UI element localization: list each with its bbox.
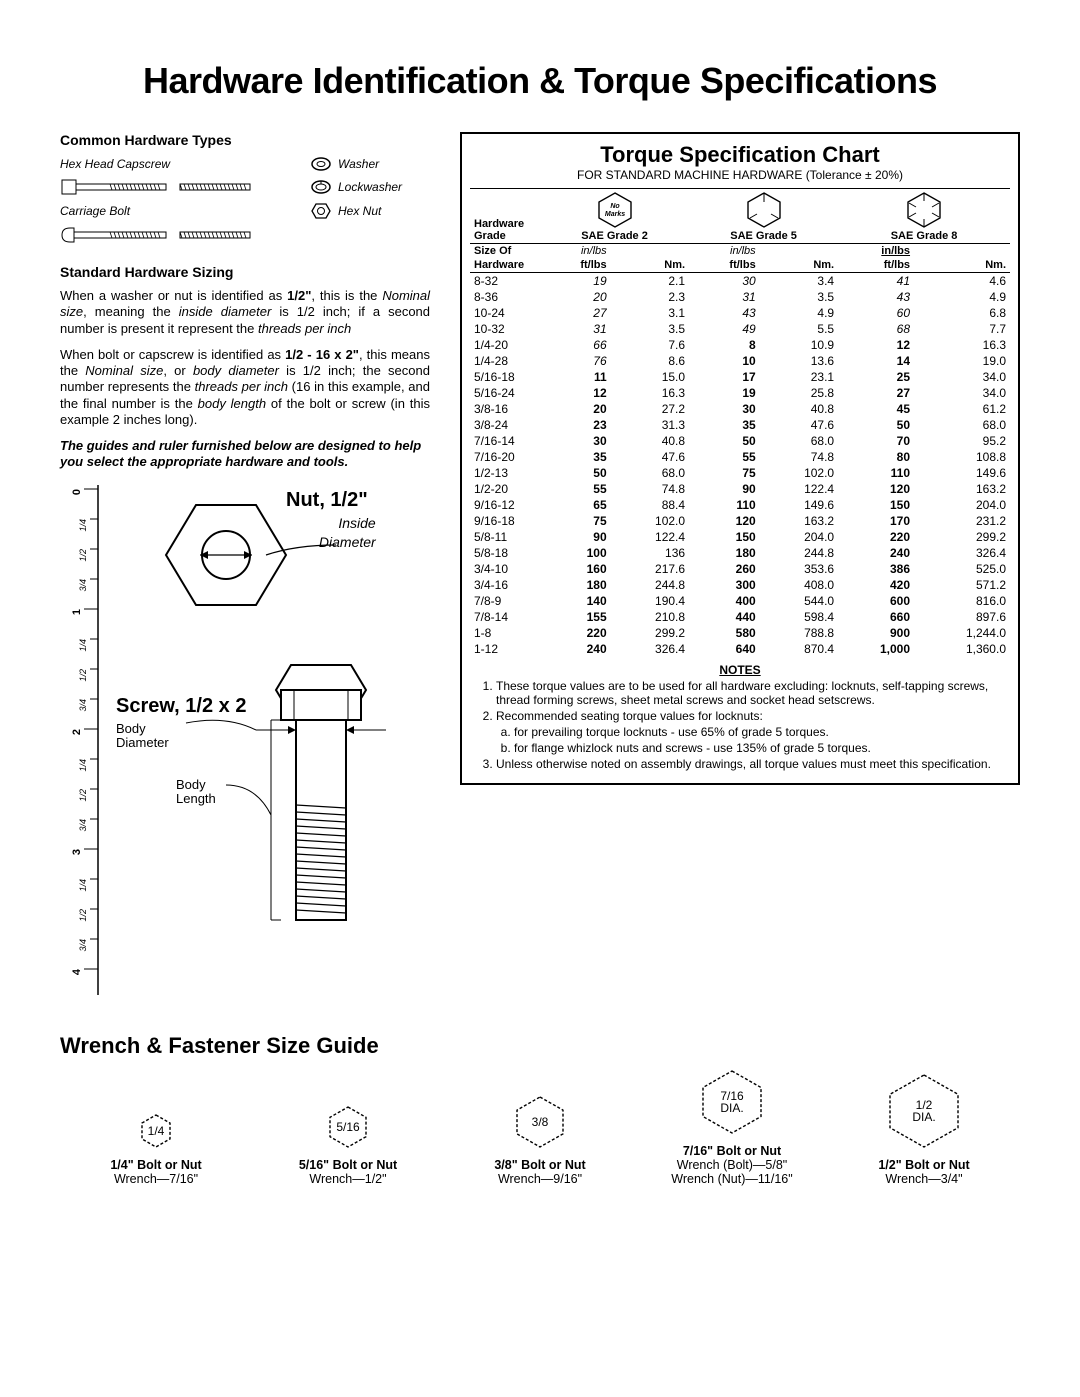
- sizing-para-2: When bolt or capscrew is identified as 1…: [60, 347, 430, 428]
- table-row: 5/16-241216.31925.82734.0: [470, 385, 1010, 401]
- wrench-hex-icon: 1/2DIA.: [886, 1073, 962, 1149]
- svg-text:1/4: 1/4: [78, 879, 88, 892]
- lockwasher-label: Lockwasher: [338, 180, 402, 194]
- svg-text:1/4: 1/4: [148, 1124, 165, 1138]
- wrench-item: 7/16DIA. 7/16" Bolt or Nut Wrench (Bolt)…: [636, 1069, 828, 1186]
- wrench-item: 3/8 3/8" Bolt or Nut Wrench—9/16": [444, 1095, 636, 1186]
- sizing-para-1: When a washer or nut is identified as 1/…: [60, 288, 430, 337]
- svg-text:1/2: 1/2: [78, 669, 88, 682]
- wrench-section: Wrench & Fastener Size Guide 1/4 1/4" Bo…: [60, 1033, 1020, 1186]
- washer-label: Washer: [338, 157, 379, 171]
- left-column: Common Hardware Types Hex Head Capscrew …: [60, 132, 430, 1005]
- wrench-hex-icon: 3/8: [513, 1095, 567, 1149]
- svg-text:Marks: Marks: [604, 211, 624, 218]
- wrench-item: 5/16 5/16" Bolt or Nut Wrench—1/2": [252, 1105, 444, 1186]
- torque-subtitle: FOR STANDARD MACHINE HARDWARE (Tolerance…: [470, 168, 1010, 182]
- table-row: 1/2-205574.890122.4120163.2: [470, 481, 1010, 497]
- table-row: 9/16-1875102.0120163.2170231.2: [470, 513, 1010, 529]
- svg-text:4: 4: [71, 968, 83, 975]
- table-row: 5/8-1190122.4150204.0220299.2: [470, 529, 1010, 545]
- svg-text:3/4: 3/4: [78, 699, 88, 712]
- grade8-hex-icon: [902, 190, 946, 230]
- table-row: 7/16-203547.65574.880108.8: [470, 449, 1010, 465]
- hex-nut-label: Hex Nut: [338, 204, 381, 218]
- svg-text:1/2: 1/2: [78, 789, 88, 802]
- nut-title: Nut, 1/2": [286, 489, 398, 512]
- screw-diagram-icon: [116, 655, 416, 955]
- svg-text:3/4: 3/4: [78, 819, 88, 832]
- svg-text:0: 0: [71, 489, 83, 495]
- guide-note: The guides and ruler furnished below are…: [60, 438, 430, 471]
- svg-text:1/4: 1/4: [78, 639, 88, 652]
- wrench-hex-icon: 7/16DIA.: [699, 1069, 765, 1135]
- notes: These torque values are to be used for a…: [470, 679, 1010, 771]
- svg-text:1: 1: [71, 609, 83, 615]
- table-row: 7/8-9140190.4400544.0600816.0: [470, 593, 1010, 609]
- svg-text:3/4: 3/4: [78, 939, 88, 952]
- svg-text:1/4: 1/4: [78, 759, 88, 772]
- svg-text:No: No: [610, 203, 620, 210]
- table-row: 8-36202.3313.5434.9: [470, 289, 1010, 305]
- hex-nut-icon: [310, 202, 332, 220]
- table-row: 1/4-28768.61013.61419.0: [470, 353, 1010, 369]
- sizing-title: Standard Hardware Sizing: [60, 264, 430, 280]
- right-column: Torque Specification Chart FOR STANDARD …: [460, 132, 1020, 785]
- common-hw-title: Common Hardware Types: [60, 132, 430, 148]
- svg-text:3: 3: [71, 849, 83, 855]
- table-row: 10-24273.1434.9606.8: [470, 305, 1010, 321]
- hex-capscrew-icon: [60, 176, 260, 198]
- table-row: 3/4-10160217.6260353.6386525.0: [470, 561, 1010, 577]
- svg-text:1/2: 1/2: [78, 549, 88, 562]
- hw-types-grid: Hex Head Capscrew Washer: [60, 156, 430, 246]
- table-row: 3/8-162027.23040.84561.2: [470, 401, 1010, 417]
- ruler-icon: 0 1/4 1/2 3/4 1 1/4 1/2 3/4 2 1/4 1/2 3/4 3 1/4 1/2 3/4…: [60, 485, 100, 995]
- svg-text:3/8: 3/8: [532, 1115, 549, 1129]
- nut-sub2: Diameter: [286, 535, 398, 550]
- svg-text:1/2: 1/2: [78, 909, 88, 922]
- table-row: 1/4-20667.6810.91216.3: [470, 337, 1010, 353]
- torque-table: Hardware Grade NoMarks SAE Grade 2 SAE G…: [470, 188, 1010, 657]
- table-row: 1/2-135068.075102.0110149.6: [470, 465, 1010, 481]
- table-row: 3/8-242331.33547.65068.0: [470, 417, 1010, 433]
- grade2-hex-icon: NoMarks: [593, 190, 637, 230]
- nut-sub1: Inside: [286, 516, 398, 531]
- svg-text:1/4: 1/4: [78, 519, 88, 532]
- table-row: 7/8-14155210.8440598.4660897.6: [470, 609, 1010, 625]
- table-row: 8-32192.1303.4414.6: [470, 273, 1010, 290]
- table-row: 3/4-16180244.8300408.0420571.2: [470, 577, 1010, 593]
- table-row: 9/16-126588.4110149.6150204.0: [470, 497, 1010, 513]
- table-row: 1-8220299.2580788.89001,244.0: [470, 625, 1010, 641]
- hex-capscrew-label: Hex Head Capscrew: [60, 157, 170, 171]
- table-row: 5/8-18100136180244.8240326.4: [470, 545, 1010, 561]
- diagram-area: 0 1/4 1/2 3/4 1 1/4 1/2 3/4 2 1/4 1/2 3/4 3 1/4 1/2 3/4…: [60, 485, 430, 1005]
- washer-icon: [310, 156, 332, 172]
- torque-title: Torque Specification Chart: [470, 142, 1010, 168]
- carriage-bolt-icon: [60, 224, 260, 246]
- table-row: 1-12240326.4640870.41,0001,360.0: [470, 641, 1010, 657]
- lockwasher-icon: [310, 179, 332, 195]
- wrench-title: Wrench & Fastener Size Guide: [60, 1033, 1020, 1059]
- page-title: Hardware Identification & Torque Specifi…: [60, 60, 1020, 102]
- notes-title: NOTES: [470, 663, 1010, 677]
- svg-text:2: 2: [71, 729, 83, 735]
- carriage-bolt-label: Carriage Bolt: [60, 204, 130, 218]
- wrench-hex-icon: 1/4: [138, 1113, 174, 1149]
- table-row: 5/16-181115.01723.12534.0: [470, 369, 1010, 385]
- torque-chart: Torque Specification Chart FOR STANDARD …: [460, 132, 1020, 785]
- grade5-hex-icon: [742, 190, 786, 230]
- svg-text:DIA.: DIA.: [720, 1101, 743, 1115]
- svg-text:3/4: 3/4: [78, 579, 88, 592]
- svg-text:5/16: 5/16: [336, 1120, 360, 1134]
- wrench-item: 1/2DIA. 1/2" Bolt or Nut Wrench—3/4": [828, 1073, 1020, 1186]
- table-row: 7/16-143040.85068.07095.2: [470, 433, 1010, 449]
- svg-text:DIA.: DIA.: [912, 1110, 935, 1124]
- wrench-hex-icon: 5/16: [326, 1105, 370, 1149]
- wrench-item: 1/4 1/4" Bolt or Nut Wrench—7/16": [60, 1113, 252, 1186]
- table-row: 10-32313.5495.5687.7: [470, 321, 1010, 337]
